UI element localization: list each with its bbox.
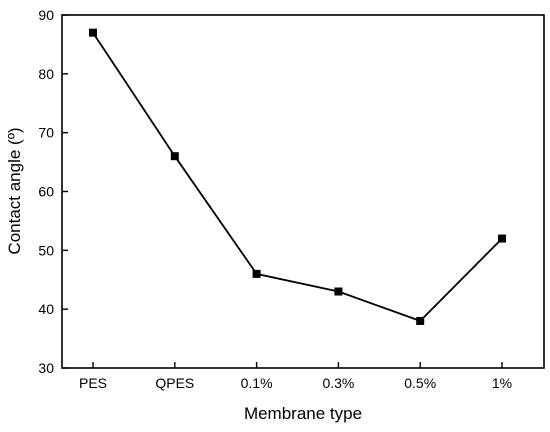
y-tick-label: 80 (38, 66, 54, 82)
y-tick-label: 50 (38, 242, 54, 258)
y-axis-label: Contact angle (º) (5, 127, 24, 254)
y-axis: 30 40 50 60 70 80 90 (38, 7, 68, 376)
plot-frame (61, 14, 545, 369)
data-point-1pct (498, 234, 506, 243)
x-axis: PES QPES 0.1% 0.3% 0.5% 1% (79, 362, 512, 391)
data-point-0-5pct (416, 316, 425, 325)
y-tick-label: 70 (38, 125, 54, 141)
data-point-qpes (170, 152, 179, 161)
x-tick-label: 0.3% (322, 375, 354, 391)
x-tick-label: 1% (492, 375, 512, 391)
y-tick-label: 30 (38, 360, 54, 376)
y-tick-label: 40 (38, 301, 54, 317)
data-point-0-3pct (334, 287, 343, 296)
y-tick-label: 90 (38, 7, 54, 23)
x-tick-label: 0.1% (241, 375, 273, 391)
x-axis-label: Membrane type (244, 404, 362, 423)
y-tick-label: 60 (38, 184, 54, 200)
series-markers (89, 28, 506, 325)
data-point-0-1pct (252, 269, 261, 278)
x-tick-label: PES (79, 375, 107, 391)
data-point-pes (89, 28, 97, 37)
x-tick-label: QPES (155, 375, 194, 391)
x-tick-label: 0.5% (404, 375, 436, 391)
series-line (92, 32, 503, 322)
